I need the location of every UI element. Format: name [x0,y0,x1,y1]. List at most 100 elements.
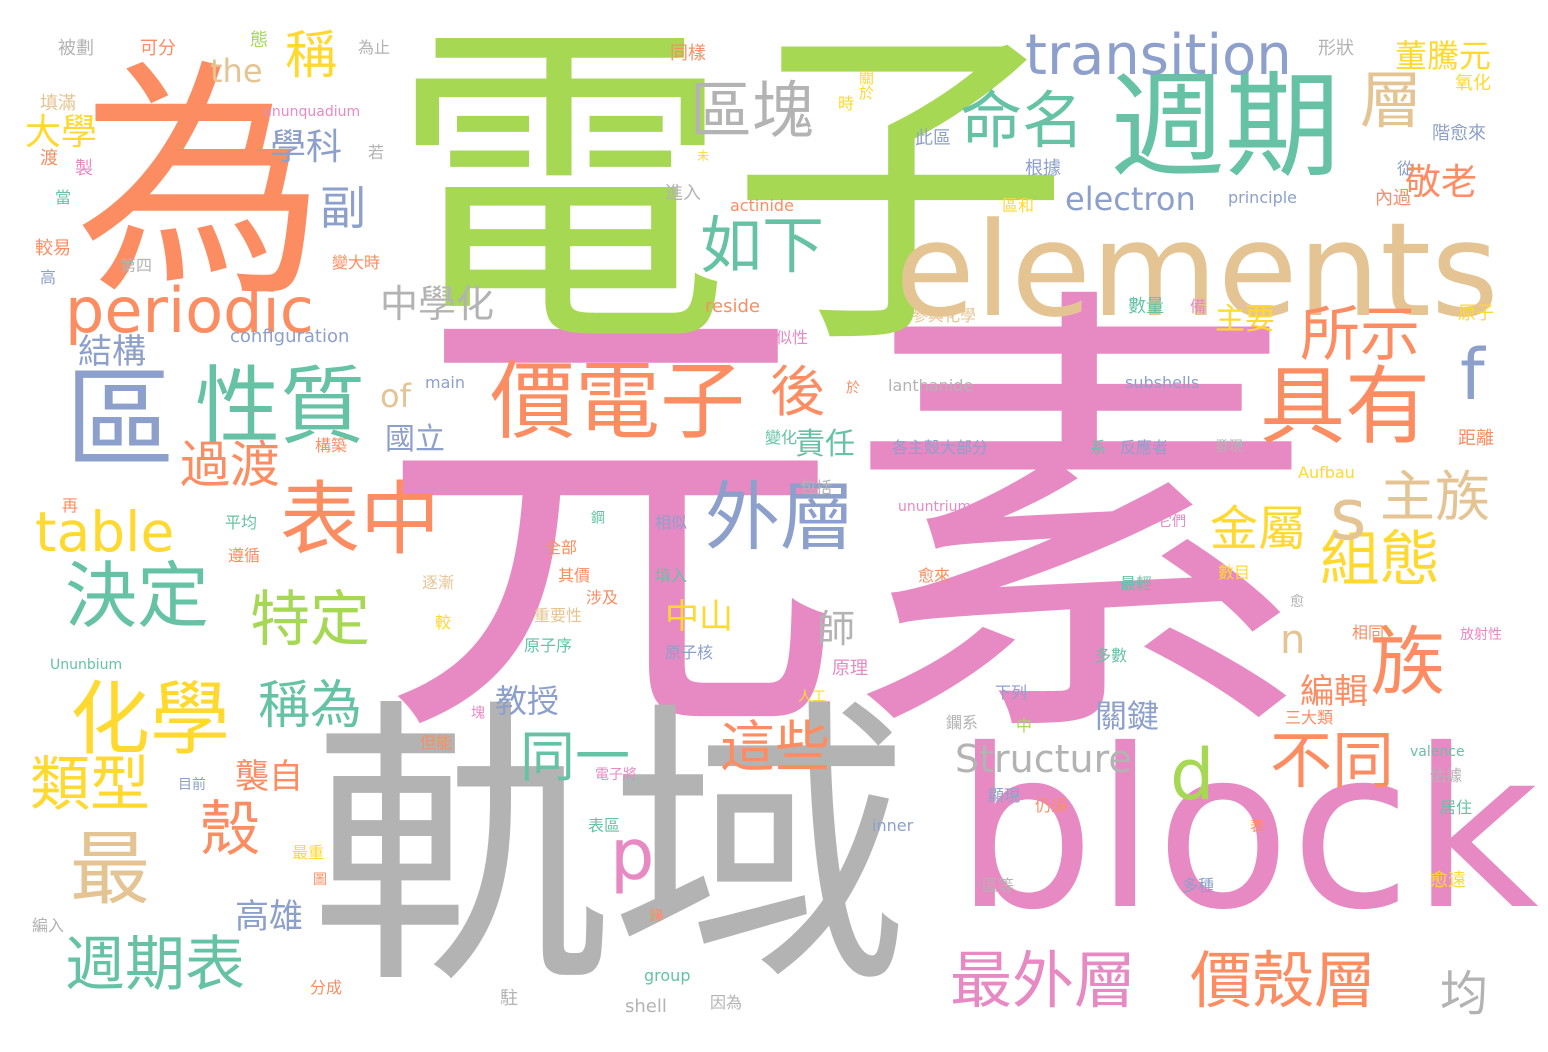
word: 區 [65,356,175,484]
word: 各主殼大部分 [892,438,989,457]
word: 元素 [375,251,1315,798]
word: 製 [75,158,93,179]
word: 區塊 [690,74,815,147]
word: 中山 [665,597,733,637]
word: 多數 [1095,646,1128,665]
word: 電子將 [595,767,637,783]
word: 董騰元 [1395,37,1492,75]
word: 內過 [1375,188,1411,209]
word: 平均 [225,513,258,532]
word: 表區 [588,816,621,835]
word: 同樣 [670,43,706,64]
word: 教授 [495,682,560,720]
word: 估據 [1430,766,1463,785]
word: 遵循 [228,546,261,565]
word: 高雄 [235,897,303,937]
word: 價電子 [490,353,746,452]
word: Ununbium [50,657,123,673]
word: 責任 [795,427,855,462]
word: 全部 [545,538,578,557]
word: 距離 [1458,428,1494,449]
word: 從 [1394,160,1413,176]
word: 相似性 [760,328,809,347]
word: principle [1228,188,1298,207]
word: 原子核 [665,643,714,662]
word: of [380,377,411,415]
word: 它們 [1158,514,1186,530]
word: 未 [697,149,710,163]
word: 區等 [982,876,1015,895]
word: 涉及 [586,588,619,607]
word: 副 [320,181,366,235]
word: 不同 [1270,724,1395,797]
word: ununtrium [898,499,972,515]
word: inner [872,816,914,835]
word: f [1460,334,1485,416]
word: 愈來 [918,566,951,585]
word: 反應者 [1120,438,1169,457]
word: 愈遠 [1430,870,1466,891]
word: 態 [247,30,268,48]
word: 層 [1360,64,1423,137]
word: 決定 [65,554,210,638]
word: 可分 [140,38,176,59]
word: table [35,500,175,564]
word: 發現 [1215,439,1243,455]
word: group [644,966,691,985]
word: 組態 [1320,525,1440,595]
word: 最外層 [950,944,1137,1017]
word: electron [1065,180,1196,218]
word: 根據 [1025,158,1061,179]
word: 敬老 [1405,162,1478,203]
word: 原理 [832,658,868,679]
word: 電子 [390,0,1070,390]
word: 編輯 [1300,672,1368,712]
word: 主要 [1215,302,1275,337]
word: 過渡 [180,436,280,494]
word: 其價 [558,566,591,585]
word: ununquadium [263,104,361,120]
word: 主族 [1380,465,1491,529]
word: 原子序 [524,636,573,655]
word: 關鍵 [1095,697,1160,735]
word: 鑭系 [946,713,979,732]
word: actinide [730,196,794,215]
word: 表 [1250,819,1264,835]
word: 逐漸 [422,573,455,592]
word: 所示 [1300,300,1420,370]
word: 變大時 [332,253,381,272]
word: 塊 [469,705,485,719]
word: 區和 [1002,196,1035,215]
word: reside [705,296,760,317]
word: 如下 [700,209,825,282]
word: 相似 [655,513,688,532]
word: elements [895,194,1499,346]
word: main [425,373,465,392]
word: 形狀 [1318,38,1354,59]
word: 性質 [195,358,366,457]
word: 週期 [1110,60,1341,194]
word: 襲自 [235,757,303,797]
word: p [610,814,655,896]
word: block [955,702,1539,958]
word: 化學 [70,673,230,766]
word: 因為 [710,993,743,1012]
word: 具有 [1260,358,1431,457]
word: 結構 [78,332,146,372]
word: 目前 [178,777,206,793]
word: 稱為 [258,676,363,736]
word: subshells [1125,373,1200,392]
word: 原子 [1458,303,1494,324]
word: 此區 [915,128,951,149]
word: 最 [70,823,150,916]
word: 放射性 [1460,627,1502,643]
word: 金屬 [1210,501,1307,557]
word: 同一 [520,725,631,789]
word: 進入 [665,183,701,204]
word: 構築 [315,436,348,455]
word: 師 [817,607,856,651]
word: 變化 [765,428,798,447]
word: Structure [955,737,1132,781]
word: 中 [1016,716,1033,735]
word: 系 [1090,438,1107,457]
